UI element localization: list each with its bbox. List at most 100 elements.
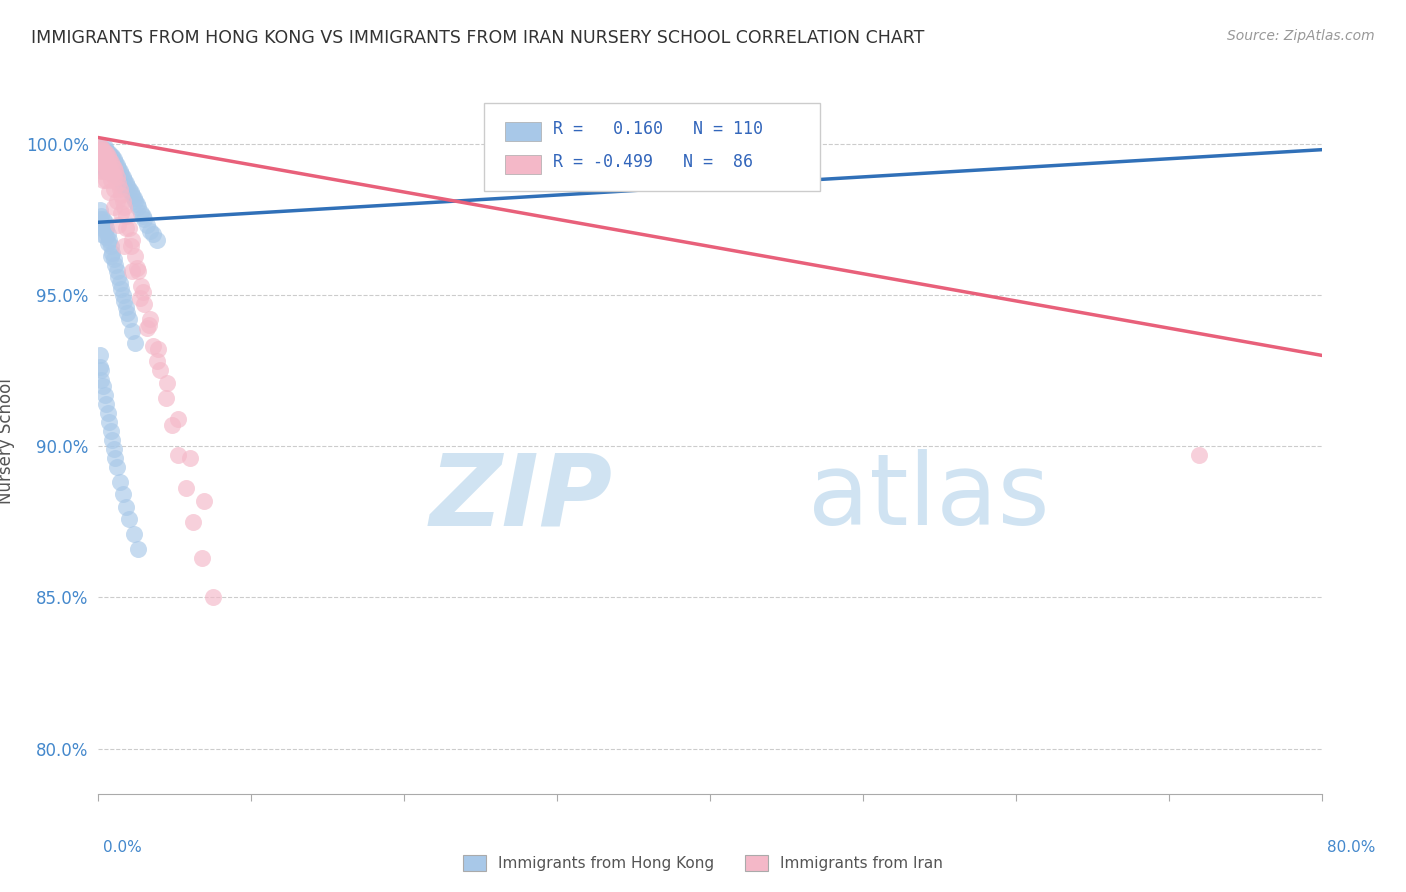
- Point: [105, 263, 128, 277]
- Point: [118, 182, 141, 196]
- Point: [118, 312, 141, 326]
- Text: IMMIGRANTS FROM HONG KONG VS IMMIGRANTS FROM IRAN NURSERY SCHOOL CORRELATION CHA: IMMIGRANTS FROM HONG KONG VS IMMIGRANTS …: [31, 29, 924, 47]
- Point: [94, 143, 117, 157]
- Point: [136, 321, 159, 335]
- Point: [104, 451, 127, 466]
- Point: [101, 154, 124, 169]
- Point: [100, 173, 122, 187]
- Point: [107, 161, 129, 175]
- Point: [90, 158, 112, 172]
- Point: [89, 139, 111, 153]
- Point: [115, 176, 138, 190]
- Point: [93, 145, 115, 160]
- Point: [145, 234, 167, 248]
- Point: [93, 152, 115, 166]
- Point: [124, 248, 146, 262]
- Point: [202, 591, 225, 605]
- Point: [111, 169, 134, 184]
- Y-axis label: Nursery School: Nursery School: [0, 378, 14, 505]
- Point: [108, 182, 131, 196]
- Point: [101, 167, 124, 181]
- Point: [89, 145, 111, 160]
- Point: [139, 224, 162, 238]
- Point: [97, 236, 120, 251]
- Point: [108, 164, 131, 178]
- Point: [98, 185, 121, 199]
- Text: Source: ZipAtlas.com: Source: ZipAtlas.com: [1227, 29, 1375, 44]
- Point: [94, 230, 117, 244]
- Point: [127, 200, 149, 214]
- Point: [125, 197, 148, 211]
- Point: [91, 164, 114, 178]
- Point: [97, 152, 120, 166]
- Point: [91, 149, 114, 163]
- Point: [107, 169, 129, 184]
- Point: [121, 234, 143, 248]
- Point: [101, 158, 124, 172]
- Point: [90, 139, 112, 153]
- Point: [98, 161, 121, 175]
- Point: [124, 194, 146, 208]
- Point: [93, 215, 115, 229]
- Point: [91, 149, 114, 163]
- Point: [100, 164, 122, 178]
- Point: [193, 493, 215, 508]
- Point: [105, 158, 128, 172]
- Point: [90, 209, 112, 223]
- Point: [94, 161, 117, 175]
- Point: [89, 149, 111, 163]
- Legend: Immigrants from Hong Kong, Immigrants from Iran: Immigrants from Hong Kong, Immigrants fr…: [457, 849, 949, 877]
- Point: [100, 154, 122, 169]
- Point: [103, 161, 125, 175]
- Point: [91, 145, 114, 160]
- Point: [118, 511, 141, 525]
- Point: [93, 145, 115, 160]
- Text: R = -0.499   N =  86: R = -0.499 N = 86: [554, 153, 754, 171]
- Point: [104, 154, 127, 169]
- Point: [101, 245, 124, 260]
- Point: [121, 324, 143, 338]
- Text: R =   0.160   N = 110: R = 0.160 N = 110: [554, 120, 763, 138]
- Point: [103, 169, 125, 184]
- Point: [93, 158, 115, 172]
- Point: [100, 164, 122, 178]
- Point: [101, 149, 124, 163]
- Text: ZIP: ZIP: [429, 450, 612, 547]
- Point: [94, 173, 117, 187]
- Point: [100, 239, 122, 253]
- Point: [104, 164, 127, 178]
- Point: [98, 415, 121, 429]
- Point: [134, 212, 156, 227]
- Point: [107, 176, 129, 190]
- Point: [90, 227, 112, 242]
- Point: [94, 221, 117, 235]
- Point: [134, 297, 156, 311]
- Point: [115, 209, 138, 223]
- Point: [174, 482, 197, 496]
- Point: [127, 263, 149, 277]
- Point: [128, 291, 150, 305]
- Point: [98, 234, 121, 248]
- Point: [149, 363, 172, 377]
- Text: 0.0%: 0.0%: [103, 840, 142, 855]
- Point: [121, 263, 143, 277]
- Point: [93, 387, 115, 401]
- Point: [112, 173, 135, 187]
- Point: [127, 541, 149, 556]
- Point: [129, 206, 152, 220]
- Point: [94, 149, 117, 163]
- Point: [145, 354, 167, 368]
- Point: [90, 154, 112, 169]
- Point: [120, 239, 142, 253]
- Text: atlas: atlas: [808, 450, 1049, 547]
- Point: [115, 300, 138, 314]
- Point: [105, 194, 128, 208]
- Point: [90, 152, 112, 166]
- Point: [91, 161, 114, 175]
- Point: [110, 282, 132, 296]
- Point: [91, 143, 114, 157]
- Point: [117, 306, 139, 320]
- Point: [136, 219, 159, 233]
- Point: [89, 212, 111, 227]
- Point: [90, 164, 112, 178]
